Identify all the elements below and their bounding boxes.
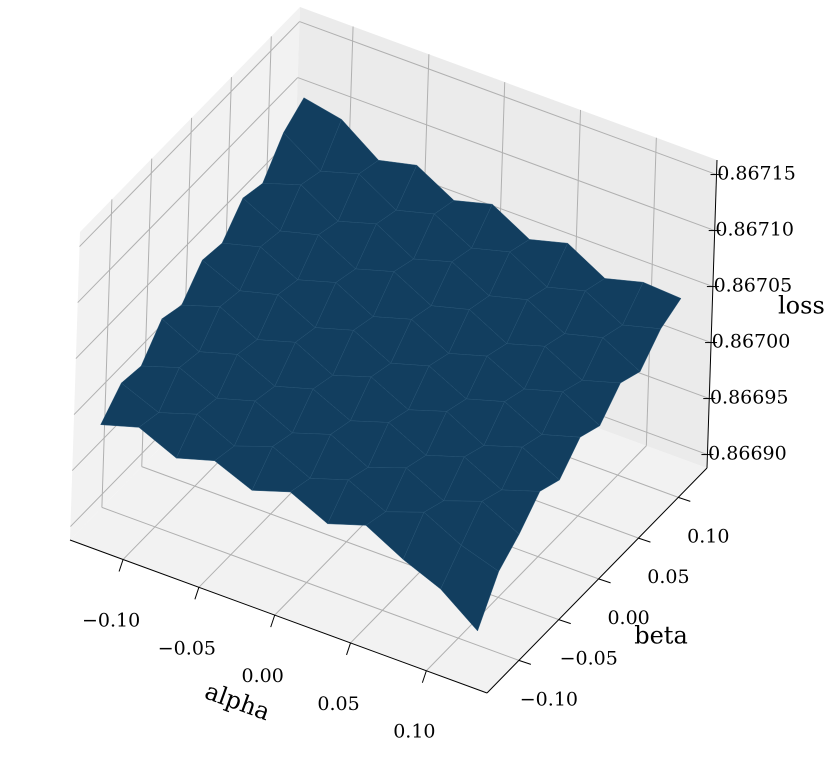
- y-tick: [678, 496, 691, 502]
- x-tick: [194, 587, 200, 600]
- z-tick-label: 0.86705: [714, 275, 793, 297]
- z-tick-label: 0.86690: [708, 443, 787, 465]
- z-tick-label: 0.86700: [712, 331, 791, 353]
- y-tick-label: 0.10: [687, 525, 729, 547]
- grid-line: [299, 21, 717, 176]
- y-tick: [598, 578, 611, 584]
- x-tick: [346, 642, 352, 656]
- y-axis-label: beta: [634, 622, 688, 650]
- x-tick-label: 0.05: [317, 693, 359, 715]
- grid-line: [77, 77, 299, 303]
- grid-line: [79, 21, 300, 247]
- surface-quad: [440, 545, 499, 632]
- x-tick-label: 0.10: [393, 721, 435, 743]
- y-tick-label: −0.10: [520, 688, 578, 710]
- y-tick: [518, 659, 532, 665]
- x-tick-label: −0.05: [158, 637, 216, 659]
- z-tick-label: 0.86710: [715, 219, 794, 241]
- z-tick-label: 0.86715: [717, 163, 796, 185]
- y-tick: [638, 537, 651, 543]
- z-tick-label: 0.86695: [710, 387, 789, 409]
- grid-line: [297, 77, 715, 232]
- x-tick-label: 0.00: [242, 665, 284, 687]
- x-tick: [421, 670, 427, 683]
- y-axis-line: [486, 467, 708, 694]
- x-axis-line: [69, 539, 488, 694]
- grid-line: [425, 445, 647, 672]
- x-tick: [118, 559, 124, 572]
- x-tick-label: −0.10: [82, 609, 140, 631]
- y-tick-label: 0.05: [647, 566, 689, 588]
- y-tick-label: −0.05: [560, 648, 618, 670]
- y-tick-label: 0.00: [607, 607, 649, 629]
- grid-line: [101, 506, 520, 661]
- x-tick: [270, 614, 276, 628]
- grid-line: [75, 133, 297, 359]
- y-tick: [558, 619, 571, 625]
- grid-line: [101, 199, 113, 508]
- z-axis-line: [706, 159, 718, 469]
- z-axis-label: loss: [778, 292, 824, 320]
